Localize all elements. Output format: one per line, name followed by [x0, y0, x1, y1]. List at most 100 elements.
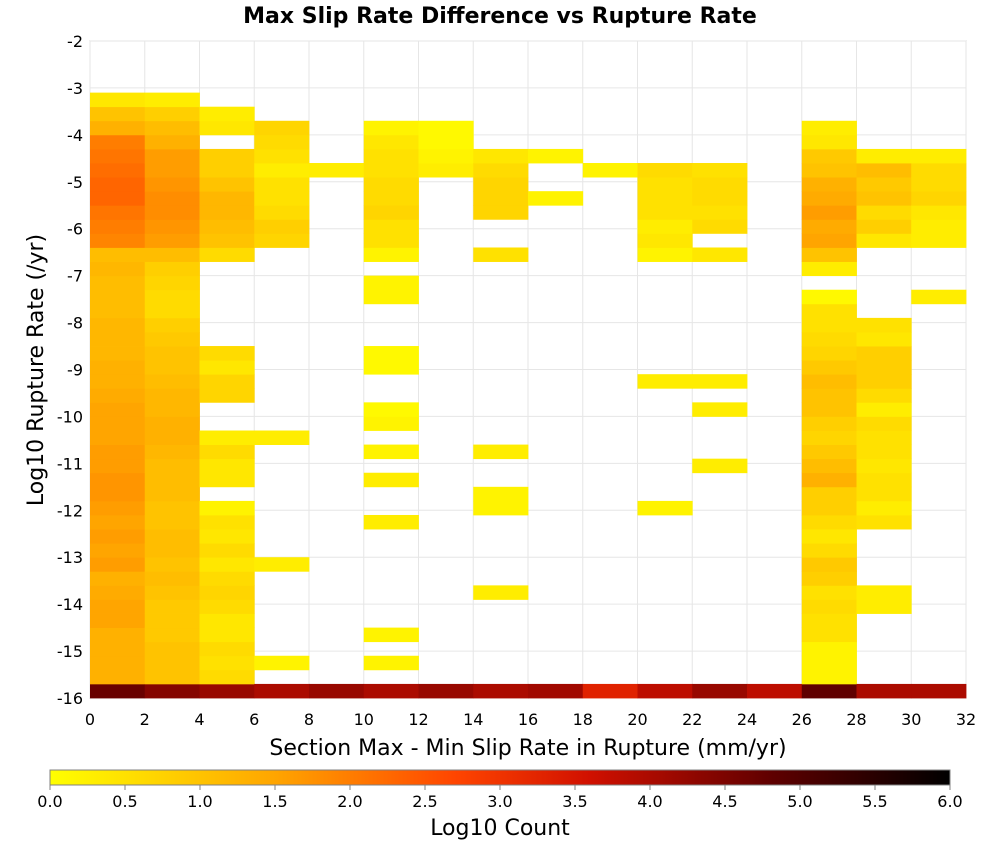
heatmap-cell: [90, 331, 146, 347]
heatmap-cell: [528, 683, 584, 699]
heatmap-cell: [363, 163, 419, 178]
heatmap-cell: [856, 514, 912, 530]
heatmap-cell: [199, 585, 255, 600]
heatmap-cell: [90, 92, 146, 108]
heatmap-cell: [801, 317, 857, 333]
heatmap-cell: [144, 177, 200, 192]
colorbar-tick-label: 3.5: [562, 792, 587, 811]
heatmap-cell: [801, 557, 857, 572]
heatmap-cell: [90, 360, 146, 375]
heatmap-cell: [90, 543, 146, 558]
heatmap-cell: [637, 247, 693, 262]
heatmap-cell: [199, 191, 255, 206]
heatmap-cell: [199, 177, 255, 192]
heatmap-cell: [856, 388, 912, 403]
x-tick-label: 12: [408, 710, 428, 729]
heatmap-cell: [144, 120, 200, 136]
y-tick-label: -2: [67, 32, 83, 51]
heatmap-cell: [144, 247, 200, 262]
heatmap-cell: [801, 416, 857, 431]
heatmap-cell: [199, 360, 255, 375]
heatmap-cell: [363, 360, 419, 375]
heatmap-cell: [144, 402, 200, 417]
heatmap-cell: [90, 599, 146, 614]
heatmap-cell: [856, 402, 912, 417]
heatmap-cell: [144, 205, 200, 220]
x-tick-label: 10: [354, 710, 374, 729]
heatmap-cell: [856, 177, 912, 192]
colorbar-tick-label: 3.0: [487, 792, 512, 811]
heatmap-cell: [90, 416, 146, 431]
heatmap-cell: [144, 163, 200, 178]
heatmap-cell: [637, 205, 693, 220]
heatmap-cell: [637, 233, 693, 248]
x-tick-label: 30: [901, 710, 921, 729]
heatmap-cell: [911, 683, 967, 699]
heatmap-cell: [363, 416, 419, 431]
heatmap-cell: [199, 683, 255, 699]
y-tick-label: -7: [67, 267, 83, 286]
heatmap-cell: [144, 557, 200, 572]
heatmap-cell: [144, 486, 200, 502]
y-tick-label: -11: [57, 454, 83, 473]
heatmap-cell: [144, 627, 200, 643]
heatmap-cell: [254, 430, 310, 445]
heatmap-cell: [801, 641, 857, 657]
heatmap-cell: [692, 374, 748, 389]
heatmap-cell: [801, 219, 857, 234]
heatmap-cell: [801, 247, 857, 262]
heatmap-cell: [199, 472, 255, 488]
heatmap-cell: [199, 641, 255, 657]
colorbar-label: Log10 Count: [430, 816, 570, 841]
heatmap-cells: [90, 92, 967, 699]
heatmap-cell: [801, 599, 857, 614]
colorbar-tick-label: 1.0: [187, 792, 212, 811]
heatmap-cell: [801, 261, 857, 277]
heatmap-cell: [637, 500, 693, 516]
heatmap-cell: [144, 134, 200, 150]
plot-area: [89, 40, 967, 699]
heatmap-cell: [144, 500, 200, 516]
heatmap-cell: [363, 346, 419, 361]
heatmap-cell: [856, 599, 912, 614]
heatmap-cell: [692, 163, 748, 178]
heatmap-cell: [199, 219, 255, 234]
heatmap-cell: [692, 402, 748, 417]
heatmap-cell: [144, 191, 200, 206]
heatmap-cell: [473, 191, 529, 206]
heatmap-cell: [199, 613, 255, 629]
y-tick-label: -13: [57, 548, 83, 567]
heatmap-cell: [856, 205, 912, 220]
heatmap-cell: [856, 416, 912, 431]
colorbar-tick-label: 0.5: [112, 792, 137, 811]
heatmap-cell: [856, 472, 912, 488]
heatmap-cell: [473, 163, 529, 178]
x-axis-label: Section Max - Min Slip Rate in Rupture (…: [269, 736, 786, 761]
heatmap-cell: [90, 557, 146, 572]
heatmap-cell: [801, 430, 857, 445]
heatmap-cell: [144, 529, 200, 544]
heatmap-cell: [90, 402, 146, 417]
heatmap-cell: [199, 247, 255, 262]
heatmap-cell: [144, 669, 200, 685]
heatmap-cell: [801, 346, 857, 361]
heatmap-cell: [199, 444, 255, 460]
x-tick-label: 16: [518, 710, 538, 729]
heatmap-cell: [801, 472, 857, 488]
heatmap-cell: [801, 655, 857, 671]
heatmap-cell: [199, 430, 255, 445]
heatmap-cell: [199, 233, 255, 248]
heatmap-cell: [90, 613, 146, 629]
heatmap-cell: [856, 331, 912, 347]
y-tick-label: -16: [57, 689, 83, 708]
heatmap-cell: [801, 289, 857, 305]
heatmap-cell: [144, 472, 200, 488]
heatmap-cell: [418, 163, 474, 178]
heatmap-cell: [90, 486, 146, 502]
heatmap-cell: [199, 627, 255, 643]
y-tick-label: -8: [67, 314, 83, 333]
heatmap-cell: [90, 134, 146, 150]
heatmap-cell: [254, 163, 310, 178]
heatmap-cell: [637, 219, 693, 234]
